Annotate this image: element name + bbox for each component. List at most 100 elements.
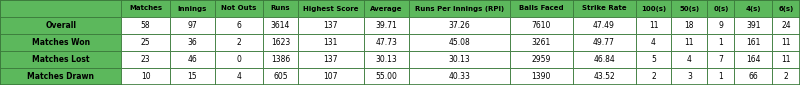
Bar [215,0,263,17]
Bar [635,0,671,17]
Bar [364,0,409,17]
Bar [671,68,707,85]
Text: 49.77: 49.77 [593,38,615,47]
Bar [772,51,800,68]
Bar [364,51,409,68]
Bar [707,17,734,34]
Bar [510,51,573,68]
Bar [122,17,170,34]
Text: 46.84: 46.84 [593,55,615,64]
Text: 11: 11 [782,55,791,64]
Bar [734,51,772,68]
Bar [573,51,635,68]
Text: Not Outs: Not Outs [222,6,257,11]
Bar [734,17,772,34]
Bar [510,0,573,17]
Bar [635,51,671,68]
Bar [409,17,510,34]
Text: 5: 5 [651,55,656,64]
Bar [772,68,800,85]
Text: Highest Score: Highest Score [303,6,358,11]
Text: 164: 164 [746,55,761,64]
Bar [263,34,298,51]
Text: 11: 11 [649,21,658,30]
Bar [510,68,573,85]
Bar [573,17,635,34]
Text: 0(s): 0(s) [714,6,729,11]
Bar [510,34,573,51]
Text: 1386: 1386 [271,55,290,64]
Text: 30.13: 30.13 [449,55,470,64]
Text: Runs Per Innings (RPI): Runs Per Innings (RPI) [414,6,504,11]
Bar [263,0,298,17]
Bar [364,34,409,51]
Text: 30.13: 30.13 [376,55,398,64]
Bar [0,34,122,51]
Text: 6: 6 [237,21,242,30]
Text: 18: 18 [685,21,694,30]
Text: 55.00: 55.00 [375,72,398,81]
Bar [671,34,707,51]
Text: Matches: Matches [129,6,162,11]
Bar [573,34,635,51]
Text: 36: 36 [187,38,198,47]
Bar [635,68,671,85]
Bar [170,34,215,51]
Text: Innings: Innings [178,6,207,11]
Bar [298,68,364,85]
Text: 97: 97 [187,21,198,30]
Bar [409,51,510,68]
Bar [635,34,671,51]
Bar [0,0,122,17]
Text: 4: 4 [237,72,242,81]
Bar [215,34,263,51]
Text: 2: 2 [237,38,242,47]
Bar [734,68,772,85]
Bar [364,68,409,85]
Text: 161: 161 [746,38,761,47]
Text: 45.08: 45.08 [449,38,470,47]
Text: Matches Drawn: Matches Drawn [27,72,94,81]
Text: Matches Lost: Matches Lost [32,55,90,64]
Text: 3261: 3261 [531,38,550,47]
Bar [707,34,734,51]
Text: 39.71: 39.71 [376,21,398,30]
Bar [215,68,263,85]
Text: 43.52: 43.52 [593,72,615,81]
Bar [122,68,170,85]
Bar [122,0,170,17]
Text: 137: 137 [323,21,338,30]
Bar [298,0,364,17]
Text: Average: Average [370,6,402,11]
Bar [263,51,298,68]
Text: 46: 46 [187,55,198,64]
Bar [671,0,707,17]
Text: 24: 24 [782,21,791,30]
Bar [298,17,364,34]
Text: 37.26: 37.26 [449,21,470,30]
Bar [409,0,510,17]
Bar [707,0,734,17]
Bar [573,0,635,17]
Text: 2: 2 [784,72,789,81]
Text: 605: 605 [273,72,288,81]
Text: 10: 10 [141,72,150,81]
Text: 47.73: 47.73 [375,38,398,47]
Bar [510,17,573,34]
Text: 11: 11 [685,38,694,47]
Bar [671,51,707,68]
Bar [170,17,215,34]
Text: 6(s): 6(s) [778,6,794,11]
Text: 25: 25 [141,38,150,47]
Bar [0,51,122,68]
Text: 107: 107 [323,72,338,81]
Text: 2959: 2959 [531,55,551,64]
Text: 50(s): 50(s) [679,6,699,11]
Bar [263,17,298,34]
Bar [0,68,122,85]
Text: Matches Won: Matches Won [32,38,90,47]
Bar [170,51,215,68]
Bar [364,17,409,34]
Text: 23: 23 [141,55,150,64]
Bar [772,0,800,17]
